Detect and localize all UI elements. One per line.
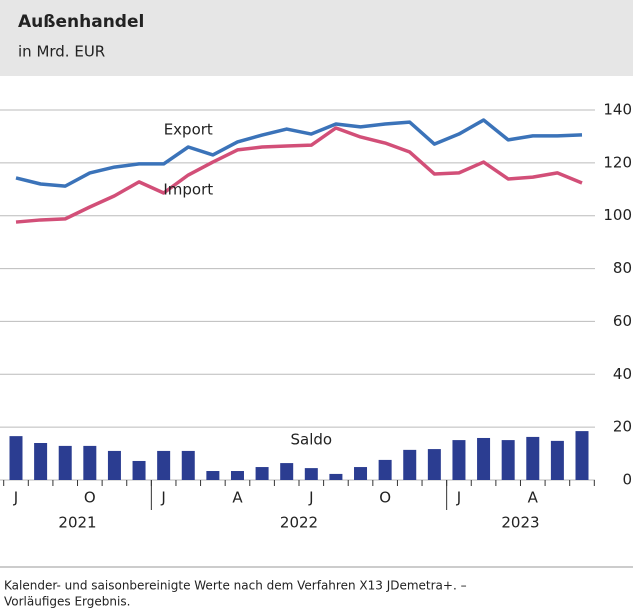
year-label: 2022 [280,514,318,532]
chart-title: Außenhandel [18,12,144,32]
bar [329,473,343,480]
x-tick-label: A [232,489,243,507]
y-tick-label: 100 [603,206,632,224]
y-tick-label: 20 [613,418,632,436]
bar [304,468,318,480]
chart-subtitle: in Mrd. EUR [18,43,105,61]
bar [378,459,392,480]
bar [230,471,244,480]
y-tick-label: 80 [613,259,632,277]
bar [501,440,515,480]
line [15,118,583,188]
bar [452,440,466,480]
y-tick-label: 120 [603,153,632,171]
footnote: Kalender- und saisonbereinigte Werte nac… [4,579,467,593]
bar [157,450,171,480]
y-tick-label: 60 [613,312,632,330]
footnote: Vorläufiges Ergebnis. [4,595,130,609]
header-band [0,0,633,76]
y-tick-label: 40 [613,365,632,383]
bar [181,450,195,480]
bar [477,437,491,480]
x-tick-label: O [84,489,96,507]
x-tick-label: A [528,489,539,507]
year-label: 2021 [58,514,96,532]
bar [83,445,97,480]
bar [107,450,121,480]
series-label: Export [164,121,213,139]
bar [206,471,220,480]
x-tick-label: J [160,489,165,507]
bar [34,443,48,480]
year-label: 2023 [501,514,539,532]
bar [255,467,269,480]
series-label: Import [163,181,213,199]
bar [354,467,368,480]
bar [427,449,441,480]
y-tick-label: 0 [622,471,632,489]
x-tick-label: J [13,489,18,507]
x-tick-label: J [308,489,313,507]
bar [280,463,294,480]
line [15,126,583,224]
bar [132,460,146,480]
series-label: Saldo [291,431,333,449]
bar [403,449,417,480]
x-tick-label: O [379,489,391,507]
bar [526,436,540,480]
y-tick-label: 140 [603,101,632,119]
bar [550,440,564,480]
x-tick-label: J [456,489,461,507]
bar [575,431,589,480]
bar [58,445,72,480]
bar [9,436,23,480]
